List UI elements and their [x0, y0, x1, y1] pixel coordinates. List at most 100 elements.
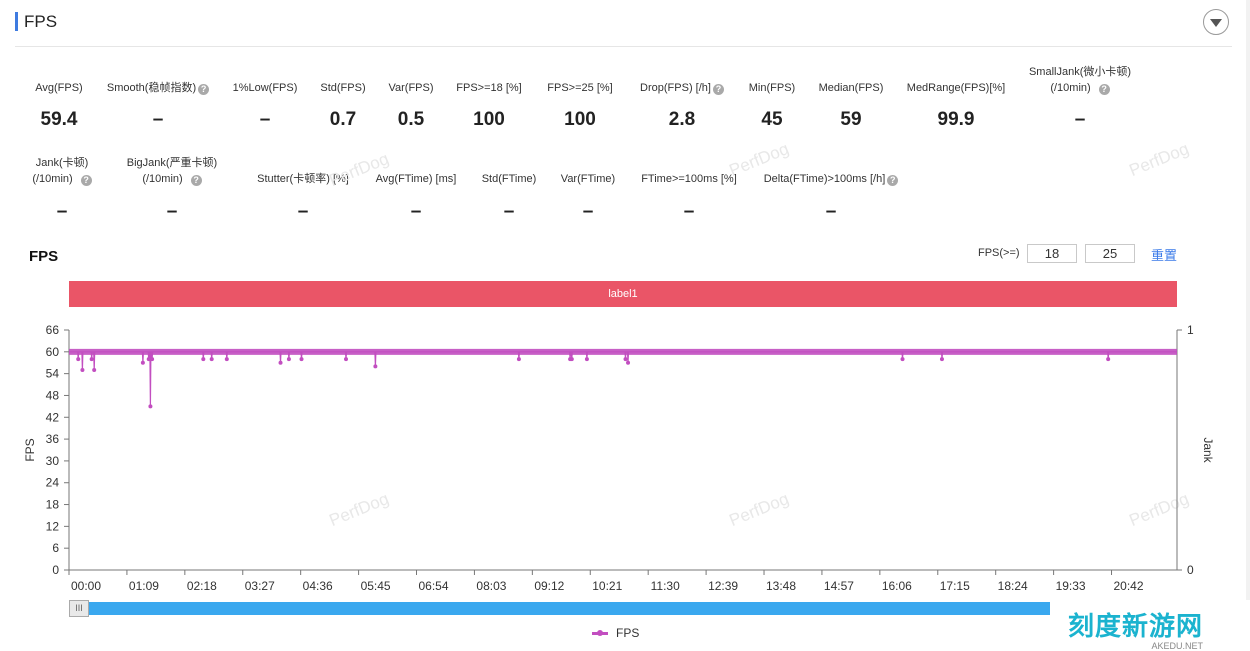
stat-stats_row2-5: Var(FTime) –	[513, 171, 663, 222]
stat-value: 100	[564, 109, 596, 130]
y-tick-label: 60	[46, 345, 60, 359]
help-icon[interactable]: ?	[1098, 84, 1110, 95]
stat-value: –	[259, 109, 271, 130]
stat-label: Jank(卡顿)	[35, 157, 89, 169]
fps-threshold-input-1[interactable]: 18	[1027, 244, 1077, 263]
stat-value: 59	[840, 109, 862, 130]
stat-stats_row1-9: Median(FPS) 59	[776, 80, 926, 130]
series-fps-point[interactable]	[92, 368, 97, 372]
stat-stats_row1-7: Drop(FPS) [/h]? 2.8	[607, 80, 757, 130]
y-tick-label: 12	[46, 519, 60, 533]
y-tick-label: 36	[46, 432, 60, 446]
series-fps-point[interactable]	[286, 357, 291, 362]
series-fps-point[interactable]	[224, 357, 229, 362]
series-fps-point[interactable]	[89, 357, 94, 362]
stat-stats_row1-6: FPS>=25 [%] 100	[505, 80, 655, 130]
stat-value: –	[166, 201, 178, 222]
series-fps-point[interactable]	[299, 357, 304, 362]
stat-value: 59.4	[40, 109, 78, 130]
stat-label: Stutter(卡顿率) [%]	[257, 173, 349, 185]
stat-stats_row1-10: MedRange(FPS)[%] 99.9	[881, 80, 1031, 130]
series-fps-point[interactable]	[76, 357, 81, 362]
stat-value: 2.8	[668, 109, 696, 130]
slider-handle[interactable]: III	[69, 600, 89, 617]
stat-label-unit: (/10min)	[1050, 82, 1091, 94]
series-fps-point[interactable]	[148, 404, 153, 409]
stat-label: Std(FTime)	[481, 173, 537, 185]
stat-label: Var(FTime)	[560, 173, 616, 185]
stat-stats_row1-3: Std(FPS) 0.7	[268, 80, 418, 130]
help-icon[interactable]: ?	[80, 175, 92, 186]
stat-stats_row1-0: Avg(FPS) 59.4	[0, 80, 134, 130]
page-edge	[1246, 0, 1250, 600]
stat-value: 100	[473, 109, 505, 130]
stat-value: 99.9	[937, 109, 975, 130]
series-fps-point[interactable]	[516, 357, 521, 362]
label-band[interactable]: label1	[69, 281, 1177, 307]
stat-stats_row2-3: Avg(FTime) [ms] –	[341, 171, 491, 222]
stat-label: Avg(FTime) [ms]	[375, 173, 457, 185]
stat-label: 1%Low(FPS)	[232, 82, 298, 94]
y2-axis-title: Jank	[1201, 437, 1215, 463]
chevron-down-icon	[1210, 19, 1222, 27]
series-fps-point[interactable]	[373, 364, 378, 369]
series-fps-point[interactable]	[150, 357, 155, 362]
y-axis-title: FPS	[23, 438, 37, 461]
stat-value: 45	[761, 109, 783, 130]
series-fps-point[interactable]	[939, 357, 944, 362]
series-fps-point[interactable]	[80, 368, 85, 372]
time-range-slider[interactable]	[70, 602, 1050, 615]
collapse-button[interactable]	[1203, 9, 1229, 35]
stat-value: –	[410, 201, 422, 222]
x-tick-label: 03:27	[245, 579, 275, 593]
stat-label: Std(FPS)	[320, 82, 366, 94]
stat-label: Drop(FPS) [/h]	[640, 82, 711, 94]
x-tick-label: 00:00	[71, 579, 101, 593]
site-logo: 刻度新游网 AKEDU.NET	[1068, 606, 1203, 651]
series-fps-point[interactable]	[1106, 357, 1111, 362]
y-tick-label: 42	[46, 410, 60, 424]
x-tick-label: 02:18	[187, 579, 217, 593]
help-icon[interactable]: ?	[887, 175, 899, 186]
y-tick-label: 18	[46, 498, 60, 512]
series-fps-point[interactable]	[623, 357, 628, 362]
series-fps-point[interactable]	[201, 357, 206, 362]
x-tick-label: 04:36	[303, 579, 333, 593]
x-tick-label: 13:48	[766, 579, 796, 593]
fps-threshold-input-2[interactable]: 25	[1085, 244, 1135, 263]
stat-value: –	[582, 201, 594, 222]
stat-value: –	[503, 201, 515, 222]
stat-stats_row1-4: Var(FPS) 0.5	[336, 80, 486, 130]
stat-value: –	[1074, 109, 1086, 130]
series-fps-point[interactable]	[278, 360, 283, 365]
y2-tick-label: 1	[1187, 323, 1194, 337]
series-fps-point[interactable]	[569, 357, 574, 362]
series-fps-point[interactable]	[344, 357, 348, 362]
y-tick-label: 66	[46, 323, 60, 337]
help-icon[interactable]: ?	[198, 84, 210, 95]
series-fps-point[interactable]	[584, 357, 589, 362]
x-tick-label: 19:33	[1056, 579, 1086, 593]
chart-legend[interactable]: FPS	[592, 626, 639, 640]
stat-stats_row1-1: Smooth(稳帧指数)? –	[83, 80, 233, 130]
series-fps-point[interactable]	[146, 357, 151, 362]
stat-label: SmallJank(微小卡顿)	[1028, 66, 1132, 78]
series-fps-point[interactable]	[209, 357, 214, 362]
series-fps-point[interactable]	[140, 360, 145, 365]
stat-stats_row2-6: FTime>=100ms [%] –	[614, 171, 764, 222]
series-fps-line	[69, 351, 1177, 407]
reset-link[interactable]: 重置	[1151, 248, 1178, 263]
stat-label: Smooth(稳帧指数)	[106, 82, 197, 94]
stat-label: Avg(FPS)	[35, 82, 83, 94]
series-fps-point[interactable]	[626, 360, 631, 365]
y-tick-label: 6	[52, 541, 59, 555]
help-icon[interactable]: ?	[190, 175, 202, 186]
x-tick-label: 06:54	[418, 579, 448, 593]
chart-title: FPS	[29, 248, 59, 265]
help-icon[interactable]: ?	[712, 84, 724, 95]
series-fps-point[interactable]	[900, 357, 905, 362]
y-tick-label: 54	[46, 367, 60, 381]
x-tick-label: 18:24	[998, 579, 1028, 593]
x-tick-label: 08:03	[476, 579, 506, 593]
